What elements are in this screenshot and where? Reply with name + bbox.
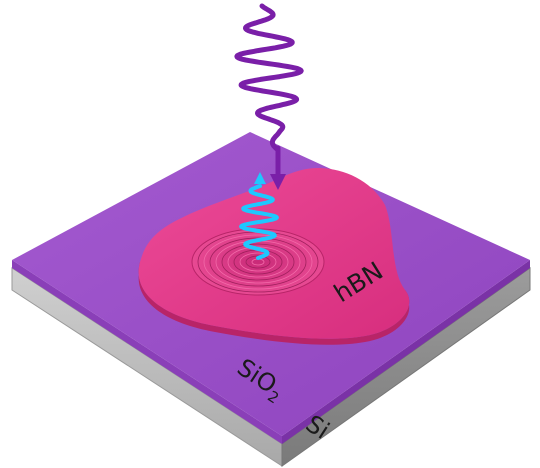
hbn-flake-edge [138,262,410,345]
emitted-arrowhead [254,172,266,184]
emitted-light-wave-icon [239,172,279,260]
concentric-polariton-rings-icon [191,228,325,296]
incident-arrowhead [270,174,286,190]
oxide-right-edge [282,260,530,444]
oxide-left-edge [12,260,282,444]
incident-light-wave-icon [234,3,304,190]
